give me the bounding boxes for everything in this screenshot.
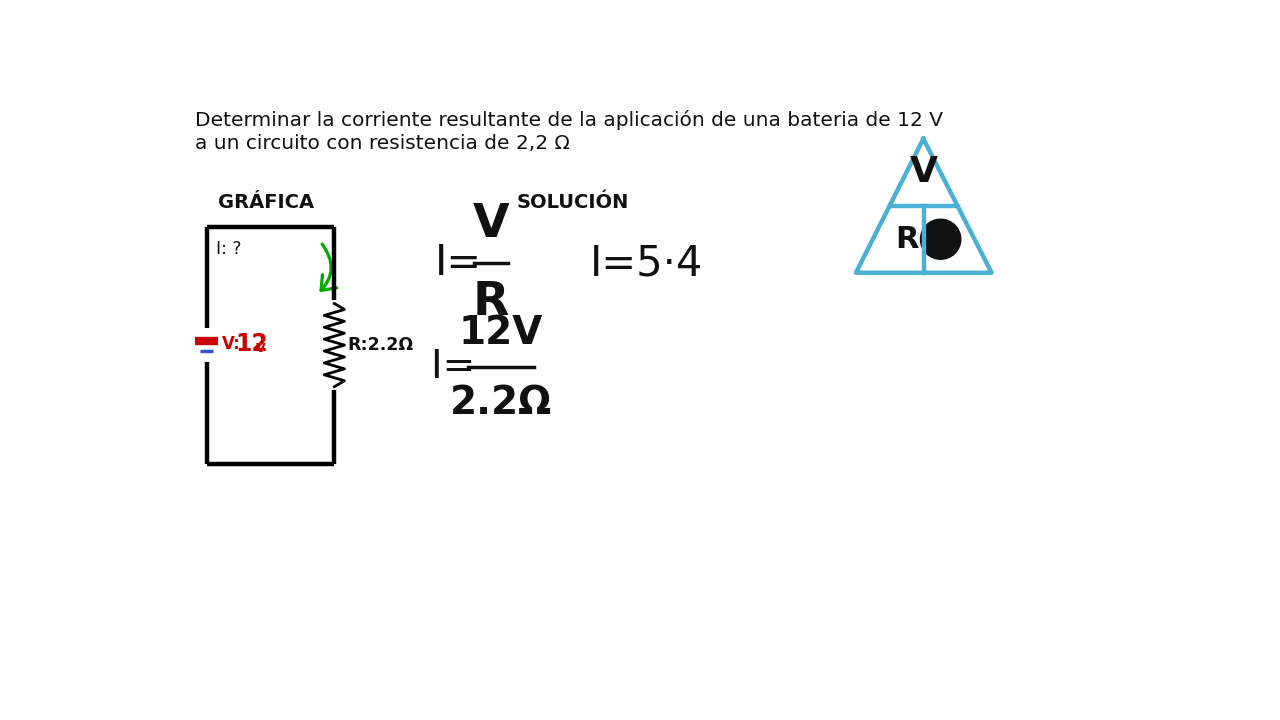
Text: V:: V: xyxy=(221,335,241,353)
Text: SOLUCIÓN: SOLUCIÓN xyxy=(517,193,628,212)
Text: R:2.2Ω: R:2.2Ω xyxy=(348,336,413,354)
Text: 12V: 12V xyxy=(458,314,543,352)
Text: I=: I= xyxy=(435,243,483,284)
Text: R: R xyxy=(472,280,509,325)
Text: R: R xyxy=(895,225,919,253)
Text: 12: 12 xyxy=(236,332,268,356)
Text: a un circuito con resistencia de 2,2 Ω: a un circuito con resistencia de 2,2 Ω xyxy=(195,134,570,153)
Text: Determinar la corriente resultante de la aplicación de una bateria de 12 V: Determinar la corriente resultante de la… xyxy=(195,109,943,130)
Text: I: ?: I: ? xyxy=(216,240,242,258)
Text: V: V xyxy=(909,156,937,189)
Text: I=: I= xyxy=(431,348,488,387)
Text: V: V xyxy=(256,343,266,356)
FancyArrowPatch shape xyxy=(321,244,337,290)
Circle shape xyxy=(920,219,961,259)
Text: 2.2Ω: 2.2Ω xyxy=(449,384,552,423)
Text: V: V xyxy=(472,202,509,246)
Text: I=5·4: I=5·4 xyxy=(590,243,704,284)
Text: GRÁFICA: GRÁFICA xyxy=(218,193,315,212)
